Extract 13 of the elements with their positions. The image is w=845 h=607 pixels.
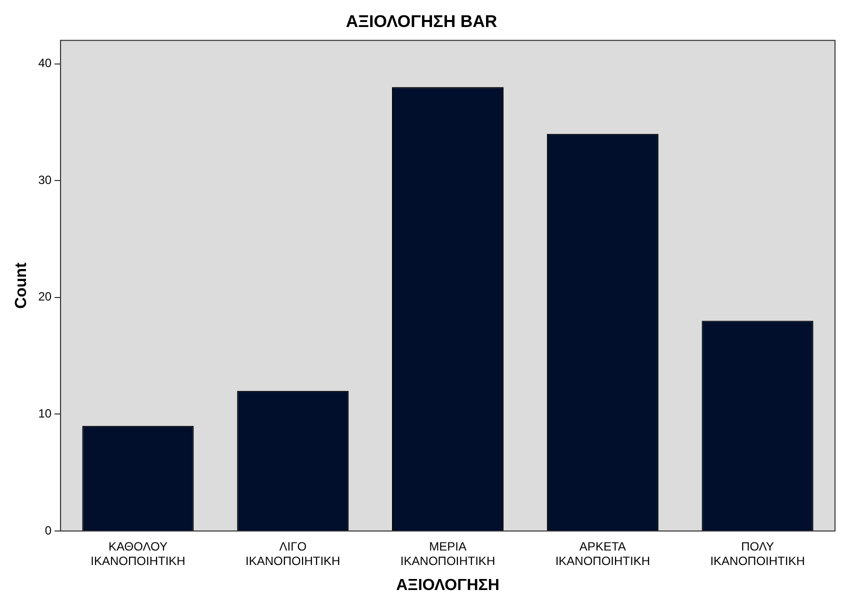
y-tick-label: 0 bbox=[44, 523, 52, 538]
y-tick-label: 10 bbox=[38, 406, 52, 421]
x-tick-label: ΑΡΚΕΤΑ ΙΚΑΝΟΠΟΙΗΤΙΚΗ bbox=[555, 540, 650, 568]
x-tick-label: ΜΕΡΙΑ ΙΚΑΝΟΠΟΙΗΤΙΚΗ bbox=[400, 540, 496, 568]
y-tick-label: 40 bbox=[38, 56, 52, 70]
x-tick-label: ΛΙΓΟ ΙΚΑΝΟΠΟΙΗΤΙΚΗ bbox=[246, 540, 340, 568]
x-axis-title: ΑΞΙΟΛΟΓΗΣΗ bbox=[396, 576, 500, 594]
x-tick-label: ΠΟΛΥ ΙΚΑΝΟΠΟΙΗΤΙΚΗ bbox=[710, 540, 805, 568]
chart-title: ΑΞΙΟΛΟΓΗΣΗ BAR bbox=[346, 12, 498, 31]
y-tick-label: 20 bbox=[38, 290, 52, 304]
y-axis-title: Count bbox=[13, 262, 30, 309]
x-tick-label: ΚΑΘΟΛΟΥ ΙΚΑΝΟΠΟΙΗΤΙΚΗ bbox=[90, 540, 186, 568]
y-tick-label: 30 bbox=[38, 172, 52, 187]
